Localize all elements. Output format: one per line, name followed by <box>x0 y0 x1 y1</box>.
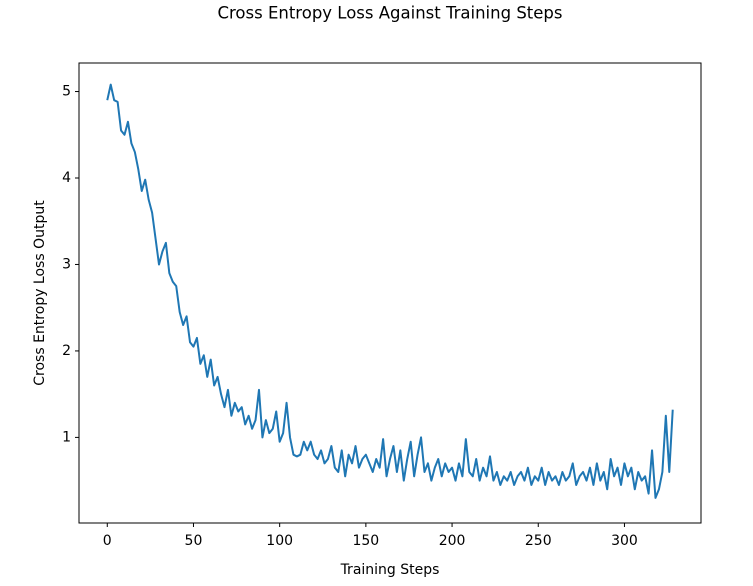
y-tick-label: 5 <box>62 84 71 100</box>
plot-frame <box>78 62 702 524</box>
x-tick-label: 150 <box>352 533 379 549</box>
x-tick-label: 100 <box>266 533 293 549</box>
x-tick-label: 50 <box>185 533 203 549</box>
x-tick-label: 200 <box>439 533 466 549</box>
y-tick-label: 1 <box>62 429 71 445</box>
y-tick-label: 3 <box>62 256 71 272</box>
x-tick-label: 300 <box>611 533 638 549</box>
x-axis-label: Training Steps <box>340 562 440 578</box>
y-tick-label: 2 <box>62 343 71 359</box>
chart-title: Cross Entropy Loss Against Training Step… <box>217 4 562 23</box>
x-tick-label: 0 <box>103 533 112 549</box>
x-tick-label: 250 <box>525 533 552 549</box>
line-series <box>106 83 674 499</box>
y-axis-label: Cross Entropy Loss Output <box>32 200 48 386</box>
y-tick-label: 4 <box>62 170 71 186</box>
